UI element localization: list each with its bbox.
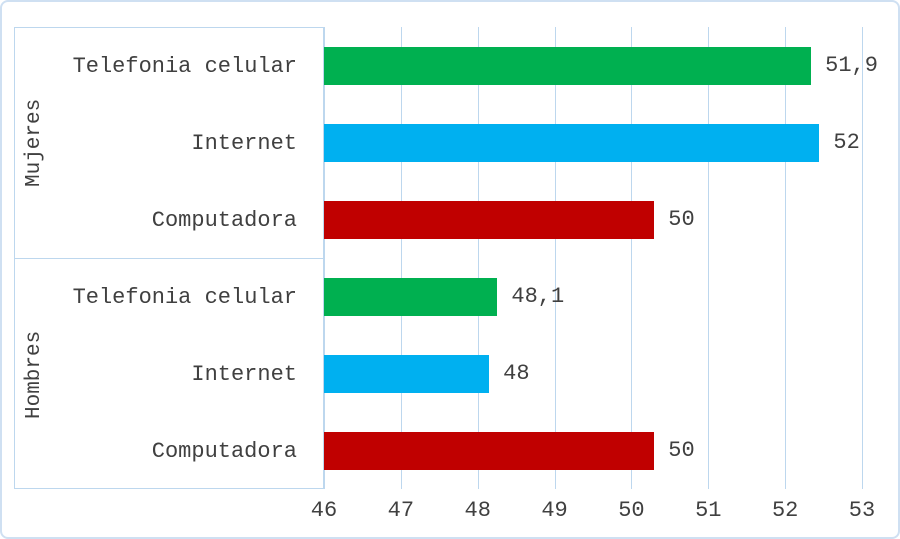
group-mujeres: Mujeres Telefonia celular Internet Compu… [15, 28, 323, 259]
bar-value-label: 51,9 [825, 53, 878, 78]
bar-row: 52 [324, 123, 898, 162]
gridline-47 [400, 27, 402, 489]
category-label: Telefonia celular [72, 54, 297, 79]
x-tick-label: 47 [387, 498, 415, 523]
gridline-46 [324, 27, 325, 489]
plot-area: 51,9 52 50 48,1 48 50 [324, 27, 878, 489]
group-hombres: Hombres Telefonia celular Internet Compu… [15, 259, 323, 490]
category-label: Internet [191, 131, 297, 156]
bar-row: 48,1 [324, 277, 898, 316]
gridline-49 [554, 27, 556, 489]
bar-value-label: 52 [833, 130, 860, 155]
category-label: Internet [191, 362, 297, 387]
x-axis: 46 47 48 49 50 51 52 53 [311, 498, 875, 528]
bar-value-label: 50 [668, 438, 695, 463]
gridline-53 [862, 27, 863, 489]
x-tick-label: 53 [848, 498, 876, 523]
bar-mujeres-computadora [324, 200, 655, 239]
bar-value-label: 48 [503, 361, 530, 386]
bar-hombres-internet [324, 354, 490, 393]
bar-row: 51,9 [324, 46, 898, 85]
x-tick-label: 51 [695, 498, 722, 523]
bar-hombres-telefonia-celular [324, 277, 498, 316]
bar-mujeres-internet [324, 123, 820, 162]
x-tick-label: 49 [541, 498, 568, 523]
category-label: Telefonia celular [72, 285, 297, 310]
bar-value-label: 50 [668, 207, 695, 232]
group-label-hombres: Hombres [23, 330, 46, 419]
bar-row: 50 [324, 200, 898, 239]
x-tick-label: 48 [464, 498, 491, 523]
bar-hombres-computadora [324, 431, 655, 470]
category-label: Computadora [151, 439, 297, 464]
x-tick-label: 52 [771, 498, 799, 523]
category-label: Computadora [151, 208, 297, 233]
bar-mujeres-telefonia-celular [324, 46, 812, 85]
bar-row: 50 [324, 431, 898, 470]
bar-value-label: 48,1 [511, 284, 565, 309]
group-label-mujeres: Mujeres [23, 98, 46, 188]
gridline-52 [785, 27, 787, 489]
category-axis-box: Mujeres Telefonia celular Internet Compu… [14, 27, 324, 489]
gridline-50 [631, 27, 633, 489]
x-tick-label: 46 [310, 498, 338, 523]
gridline-48 [477, 27, 479, 489]
gridline-51 [708, 27, 710, 489]
bar-row: 48 [324, 354, 898, 393]
x-tick-label: 50 [618, 498, 645, 523]
